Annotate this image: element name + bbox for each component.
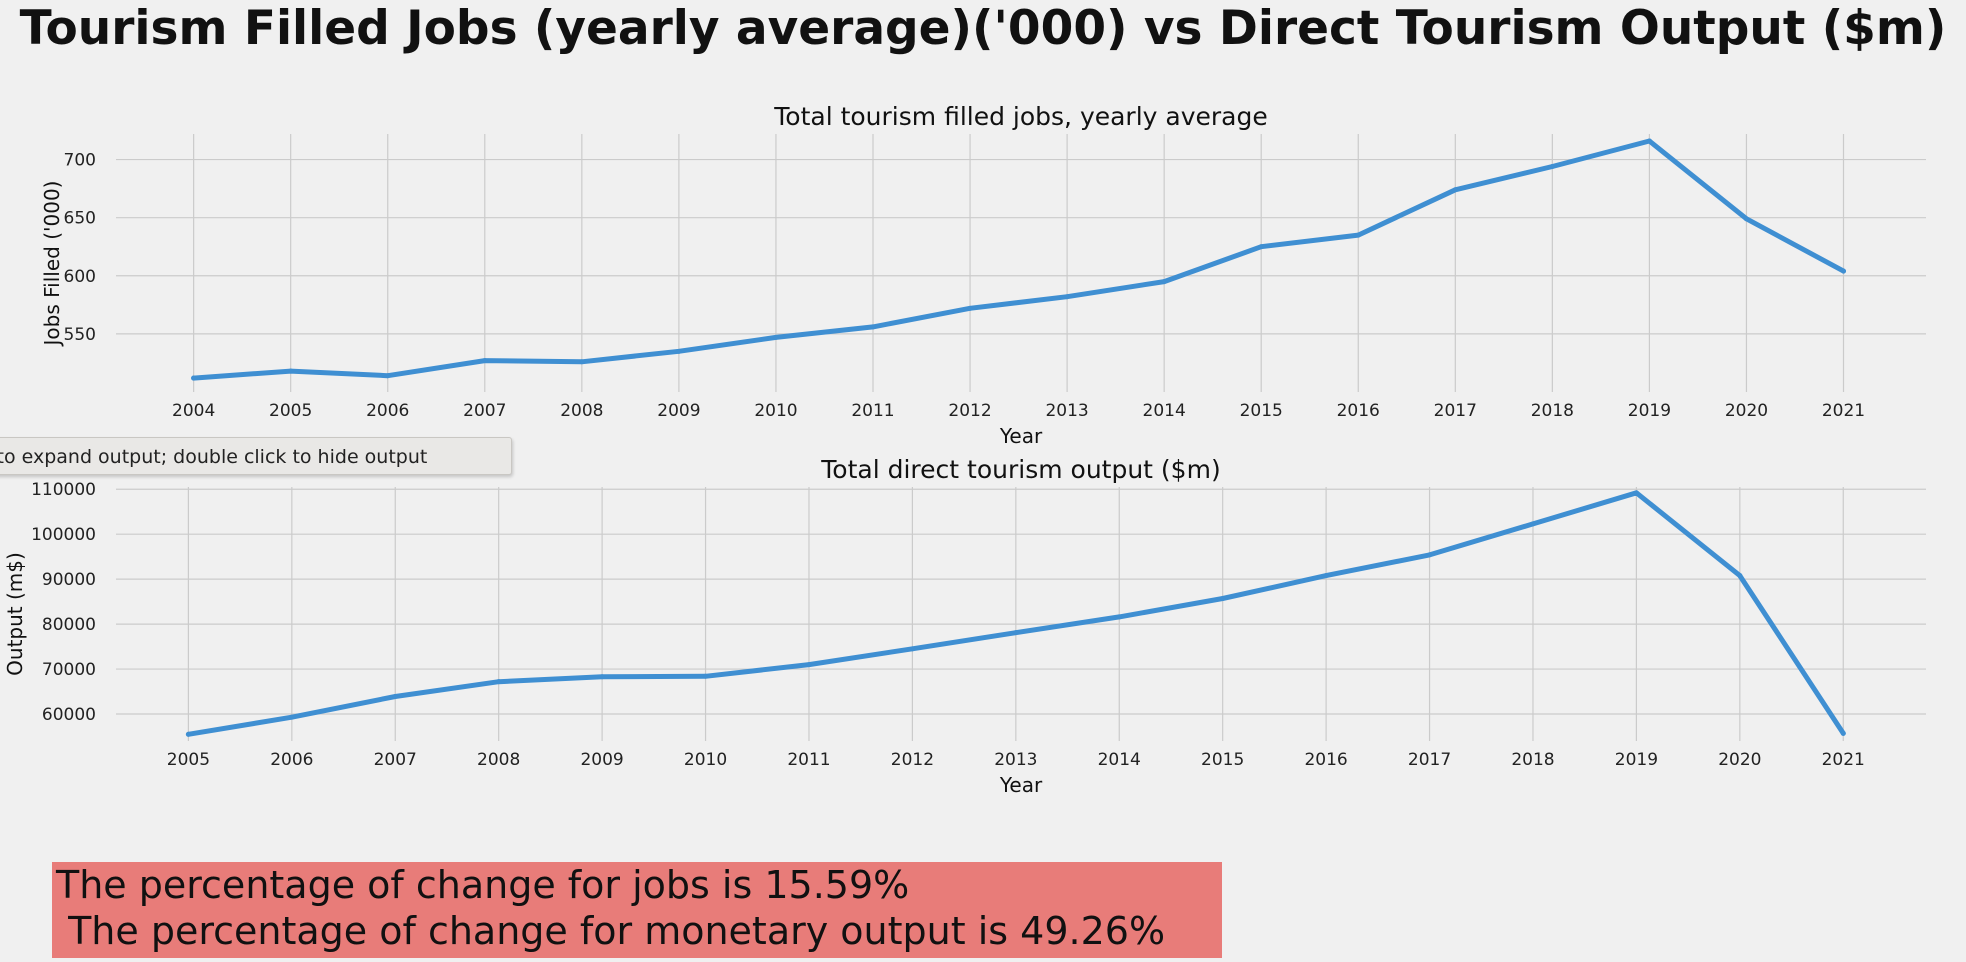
expand-output-tooltip[interactable]: ck to expand output; double click to hid… (0, 437, 512, 475)
x-tick-label: 2009 (580, 750, 623, 770)
x-tick-label: 2004 (172, 401, 215, 421)
x-axis-label: Year (999, 773, 1043, 797)
data-point (482, 358, 488, 364)
x-tick-label: 2013 (994, 750, 1037, 770)
data-point (579, 359, 585, 365)
data-point (191, 375, 197, 381)
x-tick-label: 2012 (948, 401, 991, 421)
data-point (1161, 279, 1167, 285)
y-tick-label: 550 (64, 325, 96, 345)
data-point (1633, 490, 1639, 496)
y-axis-label: Jobs Filled ('000) (40, 181, 64, 348)
x-tick-label: 2012 (891, 750, 934, 770)
data-point (1258, 244, 1264, 250)
data-point (1743, 216, 1749, 222)
y-tick-label: 90000 (42, 570, 96, 590)
data-point (1841, 268, 1847, 274)
x-tick-label: 2007 (463, 401, 506, 421)
x-tick-label: 2011 (787, 750, 830, 770)
data-point (1646, 138, 1652, 144)
data-point (1737, 573, 1743, 579)
x-tick-label: 2006 (270, 750, 313, 770)
series-line (191, 138, 1846, 381)
tooltip-text: ck to expand output; double click to hid… (0, 446, 428, 468)
chart-title: Total direct tourism output ($m) (820, 455, 1220, 484)
y-tick-label: 110000 (31, 480, 96, 500)
x-tick-label: 2014 (1143, 401, 1186, 421)
y-tick-label: 60000 (42, 705, 96, 725)
data-point (676, 348, 682, 354)
x-tick-label: 2016 (1304, 750, 1347, 770)
summary-output-change: The percentage of change for monetary ou… (56, 909, 1166, 953)
x-tick-label: 2018 (1511, 750, 1554, 770)
data-point (1452, 187, 1458, 193)
x-tick-label: 2019 (1628, 401, 1671, 421)
data-point (392, 693, 398, 699)
x-tick-label: 2014 (1098, 750, 1141, 770)
x-tick-label: 2010 (754, 401, 797, 421)
y-tick-label: 650 (64, 209, 96, 229)
data-point (1220, 595, 1226, 601)
data-point (967, 305, 973, 311)
y-tick-label: 600 (64, 267, 96, 287)
data-point (1355, 232, 1361, 238)
x-tick-label: 2005 (269, 401, 312, 421)
data-point (909, 646, 915, 652)
data-point (289, 714, 295, 720)
data-point (1840, 730, 1846, 736)
x-axis-label: Year (999, 424, 1043, 448)
summary-jobs-change: The percentage of change for jobs is 15.… (56, 863, 910, 907)
data-point (1323, 573, 1329, 579)
x-tick-label: 2009 (657, 401, 700, 421)
y-axis-label: Output (m$) (3, 552, 27, 676)
x-tick-label: 2008 (477, 750, 520, 770)
x-tick-label: 2018 (1531, 401, 1574, 421)
data-point (385, 373, 391, 379)
data-point (1116, 614, 1122, 620)
x-tick-label: 2008 (560, 401, 603, 421)
data-point (496, 679, 502, 685)
data-point (1013, 630, 1019, 636)
summary-box: The percentage of change for jobs is 15.… (52, 862, 1222, 958)
data-point (185, 731, 191, 737)
x-tick-label: 2015 (1201, 750, 1244, 770)
data-point (870, 324, 876, 330)
y-tick-label: 100000 (31, 525, 96, 545)
data-point (1530, 521, 1536, 527)
x-tick-label: 2016 (1337, 401, 1380, 421)
x-tick-label: 2007 (374, 750, 417, 770)
data-point (599, 674, 605, 680)
data-point (806, 662, 812, 668)
data-point (703, 673, 709, 679)
x-tick-label: 2021 (1822, 401, 1865, 421)
y-tick-label: 80000 (42, 615, 96, 635)
x-tick-label: 2006 (366, 401, 409, 421)
y-tick-label: 70000 (42, 660, 96, 680)
x-tick-label: 2019 (1615, 750, 1658, 770)
data-point (773, 334, 779, 340)
data-point (1549, 164, 1555, 170)
x-tick-label: 2017 (1434, 401, 1477, 421)
y-tick-label: 700 (64, 151, 96, 171)
x-tick-label: 2011 (851, 401, 894, 421)
x-tick-label: 2015 (1240, 401, 1283, 421)
x-tick-label: 2020 (1725, 401, 1768, 421)
data-point (1064, 294, 1070, 300)
x-tick-label: 2017 (1408, 750, 1451, 770)
x-tick-label: 2010 (684, 750, 727, 770)
data-point (1427, 552, 1433, 558)
x-tick-label: 2013 (1045, 401, 1088, 421)
chart-title: Total tourism filled jobs, yearly averag… (773, 102, 1268, 131)
x-tick-label: 2005 (167, 750, 210, 770)
figure-title: Tourism Filled Jobs (yearly average)('00… (19, 1, 1947, 56)
x-tick-label: 2020 (1718, 750, 1761, 770)
x-tick-label: 2021 (1822, 750, 1865, 770)
data-point (288, 368, 294, 374)
